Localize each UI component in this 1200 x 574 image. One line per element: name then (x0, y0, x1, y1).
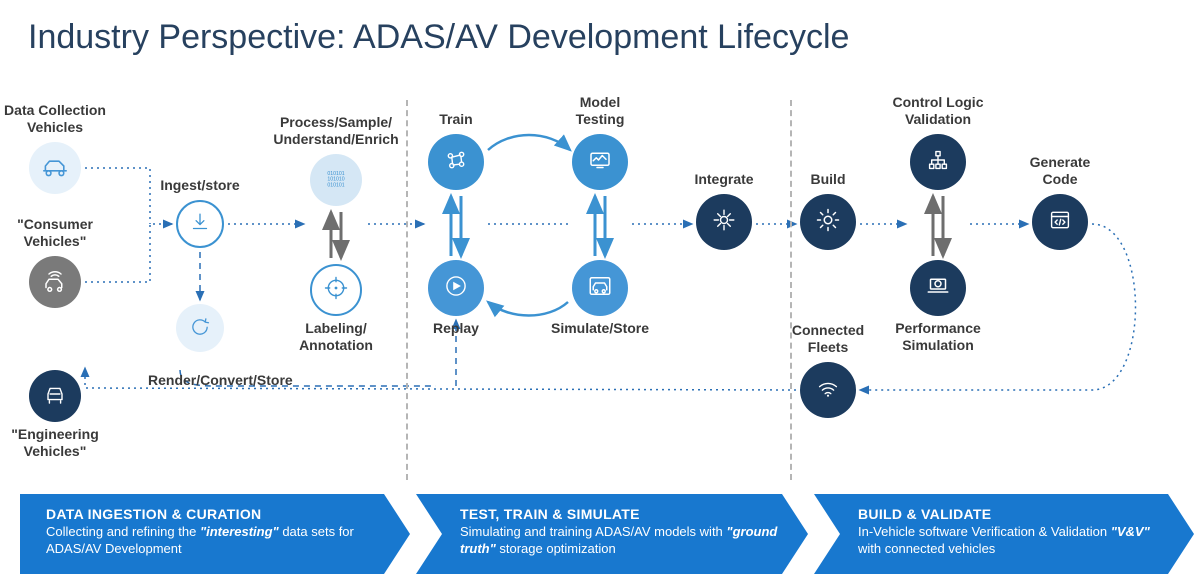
perf-sim-node (910, 260, 966, 316)
phase-separator (406, 100, 408, 480)
chevron-sub-pre: In-Vehicle software Verification & Valid… (858, 524, 1111, 539)
svg-text:101010: 101010 (327, 176, 344, 182)
process-label: Process/Sample/Understand/Enrich (266, 114, 406, 148)
car-side-icon (39, 150, 71, 187)
gear-icon (813, 205, 843, 240)
replay-node (428, 260, 484, 316)
control-logic-node (910, 134, 966, 190)
phase-chevron-bar: DATA INGESTION & CURATION Collecting and … (0, 494, 1200, 574)
data-collection-label: Data CollectionVehicles (0, 102, 125, 136)
tree-icon (924, 146, 952, 179)
model-test-node (572, 134, 628, 190)
model-test-label: ModelTesting (530, 94, 670, 128)
gen-code-label: GenerateCode (990, 154, 1130, 188)
train-node (428, 134, 484, 190)
chevron-title: BUILD & VALIDATE (858, 506, 1174, 522)
download-icon (187, 209, 213, 240)
integrate-node (696, 194, 752, 250)
car-box-icon (585, 271, 615, 306)
render-convert-store-label: Render/Convert/Store (148, 372, 348, 389)
binary-icon: 010101101010010101 (323, 165, 349, 196)
process-node: 010101101010010101 (310, 154, 362, 206)
svg-text:010101: 010101 (327, 170, 344, 176)
connected-fleets-node (800, 362, 856, 418)
control-logic-label: Control LogicValidation (868, 94, 1008, 128)
gen-code-node (1032, 194, 1088, 250)
curve-sim-to-replay (488, 302, 568, 316)
ingest-node (176, 200, 224, 248)
build-node (800, 194, 856, 250)
curve-train-to-test (488, 135, 570, 150)
laptop-icon (923, 271, 953, 306)
target-icon (322, 274, 350, 307)
simulate-label: Simulate/Store (530, 320, 670, 337)
chevron-subtitle: Collecting and refining the "interesting… (46, 524, 390, 558)
chevron-title: DATA INGESTION & CURATION (46, 506, 390, 522)
replay-label: Replay (386, 320, 526, 337)
engineering-label: "EngineeringVehicles" (0, 426, 125, 460)
phase-separator (790, 100, 792, 480)
monitor-icon (585, 145, 615, 180)
graph-icon (442, 146, 470, 179)
simulate-node (572, 260, 628, 316)
chevron-sub-post: with connected vehicles (858, 541, 995, 556)
svg-text:010101: 010101 (327, 182, 344, 188)
train-label: Train (386, 111, 526, 128)
play-icon (442, 272, 470, 305)
recycle-icon (187, 313, 213, 344)
wifi-icon (814, 374, 842, 407)
hub-icon (710, 206, 738, 239)
chevron-phase-1: DATA INGESTION & CURATION Collecting and … (20, 494, 410, 574)
car-wifi-icon (40, 265, 70, 300)
chevron-subtitle: In-Vehicle software Verification & Valid… (858, 524, 1174, 558)
engineering-node (29, 370, 81, 422)
page-title: Industry Perspective: ADAS/AV Developmen… (28, 18, 849, 57)
code-icon (1046, 206, 1074, 239)
chevron-sub-post: storage optimization (496, 541, 616, 556)
build-label: Build (758, 171, 898, 188)
chevron-sub-em: "V&V" (1111, 524, 1150, 539)
chevron-phase-3: BUILD & VALIDATE In-Vehicle software Veri… (814, 494, 1194, 574)
chevron-phase-2: TEST, TRAIN & SIMULATE Simulating and tra… (416, 494, 808, 574)
chevron-sub-em: "interesting" (200, 524, 279, 539)
chevron-sub-pre: Simulating and training ADAS/AV models w… (460, 524, 726, 539)
labeling-label: Labeling/Annotation (266, 320, 406, 354)
chevron-subtitle: Simulating and training ADAS/AV models w… (460, 524, 788, 558)
consumer-label: "ConsumerVehicles" (0, 216, 125, 250)
chevron-sub-pre: Collecting and refining the (46, 524, 200, 539)
labeling-node (310, 264, 362, 316)
data-collection-node (29, 142, 81, 194)
consumer-node (29, 256, 81, 308)
chevron-title: TEST, TRAIN & SIMULATE (460, 506, 788, 522)
connected-fleets-label: ConnectedFleets (758, 322, 898, 356)
cycle-node (176, 304, 224, 352)
ingest-label: Ingest/store (130, 177, 270, 194)
flow-gen-loop (860, 224, 1136, 390)
diagram-canvas: Industry Perspective: ADAS/AV Developmen… (0, 0, 1200, 574)
car-front-icon (41, 380, 69, 413)
